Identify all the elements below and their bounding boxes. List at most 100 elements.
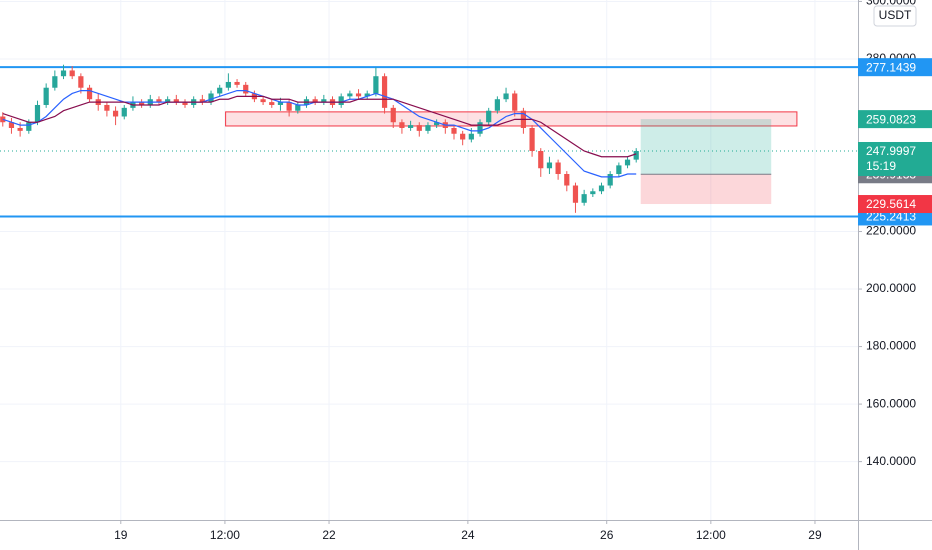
candle-body [52,76,58,88]
candle-body [208,93,214,103]
axis-background [858,0,932,550]
candle-body [217,87,223,94]
candle-body [598,185,605,192]
candle-body [260,99,266,103]
candle-body [8,122,15,128]
candle-body [86,87,93,100]
candle-body [616,165,622,175]
x-tick-label: 19 [114,528,128,542]
moving-average [2,95,637,158]
candle-body [364,93,370,97]
candle-body [416,125,422,131]
time-axis-background [0,520,858,550]
last-price-label: 247.9997 [866,144,916,158]
candle-body [269,102,275,105]
x-tick-label: 26 [600,528,614,542]
candle-body [486,110,492,123]
candle-body [17,127,23,131]
x-tick-label: 12:00 [210,528,240,542]
candle-body [60,70,67,77]
loss-area [640,174,772,205]
candle-body [243,84,249,94]
candle-body [78,76,84,88]
candle-body [338,96,344,105]
x-tick-label: 12:00 [696,528,726,542]
candle-body [538,150,544,169]
candle-body [112,110,119,117]
candle-body [139,102,145,105]
candle-body [165,99,171,103]
unit-box [873,5,917,27]
candle-body [564,174,570,186]
target-price-label: 259.0823 [866,112,916,126]
candle-body [234,81,240,85]
candle-body [581,194,587,203]
candle-body [381,76,388,108]
line-price-label: 225.2413 [866,210,916,224]
candle-body [43,87,49,105]
candle-body [373,76,379,94]
candle-body [277,102,284,105]
candle-body [460,133,466,140]
x-tick-label: 22 [322,528,336,542]
stop-price-label-box [858,195,932,214]
resistance-zone [225,111,798,127]
candle-body [572,185,579,203]
candle-body [347,93,353,97]
candle-body [590,191,596,195]
x-tick-label: 24 [461,528,475,542]
candle-body [477,122,483,134]
candle-body [399,122,405,128]
line-price-label-box [858,58,932,77]
candle-body [182,102,188,105]
candle-body [494,99,500,111]
y-tick-label: 180.0000 [866,339,916,353]
y-tick-label: 160.0000 [866,396,916,410]
candle-body [225,81,231,88]
profit-area [640,119,772,175]
target-price-label-box [858,110,932,129]
candle-body [434,122,440,126]
candle-body [34,104,41,123]
candle-body [173,99,179,103]
candle-body [624,159,631,166]
candle-body [425,125,431,131]
candle-body [546,162,553,169]
candle-body [286,102,292,111]
candle-body [512,93,518,111]
unit-label: USDT [879,8,912,22]
line-price-label: 277.1439 [866,60,916,74]
candle-body [121,107,127,117]
candle-body [156,99,162,103]
candle-body [199,99,205,103]
y-tick-label: 200.0000 [866,281,916,295]
candle-body [633,150,639,160]
candle-body [468,133,474,140]
x-tick-label: 29 [808,528,822,542]
countdown-label: 15:19 [866,159,896,173]
candle-body [503,93,509,100]
candle-body [607,174,613,186]
last-price-box [858,141,932,176]
candle-body [312,99,318,103]
y-tick-label: 140.0000 [866,454,916,468]
candle-body [408,125,414,128]
candle-body [26,122,32,131]
y-tick-label: 220.0000 [866,224,916,238]
candle-body [451,127,457,134]
candle-body [529,127,535,151]
candle-body [295,104,301,111]
candle-body [104,104,110,111]
y-tick-label: 300.0000 [866,0,916,8]
candle-body [555,162,561,175]
candle-body [321,99,327,103]
candle-body [355,93,362,97]
candle-body [69,70,75,77]
plot-area [0,0,858,520]
candle-body [390,107,396,123]
stop-price-label: 229.5614 [866,197,916,211]
